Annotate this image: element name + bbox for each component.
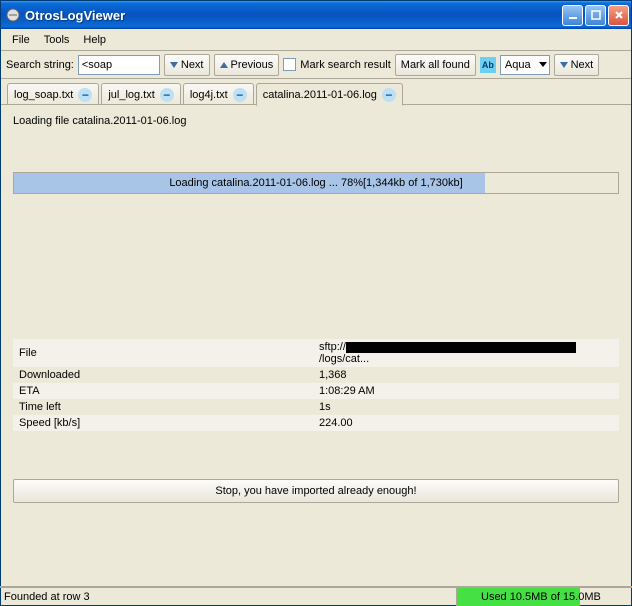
statusbar: Founded at row 3 Used 10.5MB of 15.0MB [0,586,632,606]
tab-label: jul_log.txt [108,89,154,101]
info-key: Speed [kb/s] [13,415,313,431]
info-value: sftp:///logs/cat... [313,339,619,367]
previous-button[interactable]: Previous [214,54,280,76]
memory-indicator: Used 10.5MB of 15.0MB [457,588,632,606]
ab-icon: Ab [480,57,496,73]
next-button[interactable]: Next [164,54,210,76]
tab-2[interactable]: log4j.txt− [183,83,254,105]
info-key: Time left [13,399,313,415]
menu-tools[interactable]: Tools [38,32,76,48]
redacted-block [346,342,576,353]
menu-help[interactable]: Help [77,32,112,48]
info-value: 224.00 [313,415,619,431]
progress-label: Loading catalina.2011-01-06.log ... 78%[… [169,177,462,189]
tab-3[interactable]: catalina.2011-01-06.log− [256,83,403,106]
memory-text: Used 10.5MB of 15.0MB [461,591,601,603]
tab-close-icon[interactable]: − [233,88,247,102]
info-value: 1,368 [313,367,619,383]
arrow-up-icon [220,62,228,68]
chevron-down-icon [539,62,547,67]
tab-label: catalina.2011-01-06.log [263,89,377,101]
titlebar: OtrosLogViewer [1,1,631,29]
info-row: Time left1s [13,399,619,415]
search-input[interactable] [78,55,160,75]
search-toolbar: Search string: Next Previous Mark search… [1,51,631,79]
tab-label: log_soap.txt [14,89,73,101]
tabs: log_soap.txt−jul_log.txt−log4j.txt−catal… [1,79,631,104]
menubar: File Tools Help [1,29,631,51]
status-left: Founded at row 3 [0,588,457,606]
close-button[interactable] [608,5,629,26]
window-title: OtrosLogViewer [25,8,560,23]
minimize-button[interactable] [562,5,583,26]
info-key: Downloaded [13,367,313,383]
maximize-button[interactable] [585,5,606,26]
app-icon [5,7,21,23]
info-value: 1s [313,399,619,415]
next-button-2[interactable]: Next [554,54,600,76]
info-row: ETA1:08:29 AM [13,383,619,399]
info-value: 1:08:29 AM [313,383,619,399]
scheme-select[interactable]: Aqua [500,55,550,75]
tab-close-icon[interactable]: − [78,88,92,102]
progress-bar: Loading catalina.2011-01-06.log ... 78%[… [13,172,619,194]
search-label: Search string: [6,59,74,71]
info-table: Filesftp:///logs/cat...Downloaded1,368ET… [13,339,619,431]
stop-button[interactable]: Stop, you have imported already enough! [13,479,619,503]
tab-1[interactable]: jul_log.txt− [101,83,180,105]
menu-file[interactable]: File [6,32,36,48]
mark-all-button[interactable]: Mark all found [395,54,476,76]
mark-search-checkbox[interactable] [283,58,296,71]
info-key: File [13,339,313,367]
info-row: Speed [kb/s]224.00 [13,415,619,431]
loading-text: Loading file catalina.2011-01-06.log [13,115,619,127]
info-row: Filesftp:///logs/cat... [13,339,619,367]
tab-label: log4j.txt [190,89,228,101]
tab-close-icon[interactable]: − [160,88,174,102]
arrow-down-icon [560,62,568,68]
tab-0[interactable]: log_soap.txt− [7,83,99,105]
content-area: Loading file catalina.2011-01-06.log Loa… [1,104,631,601]
arrow-down-icon [170,62,178,68]
info-row: Downloaded1,368 [13,367,619,383]
tab-close-icon[interactable]: − [382,88,396,102]
info-key: ETA [13,383,313,399]
mark-result-label: Mark search result [300,59,390,71]
